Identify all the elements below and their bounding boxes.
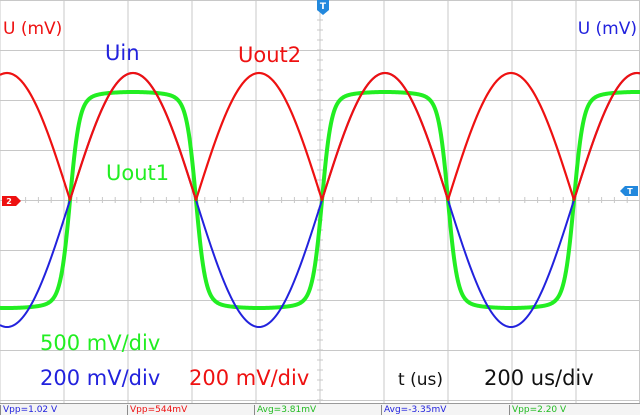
- time-scale-label: 200 us/div: [484, 366, 594, 390]
- uout2-scale-label: 200 mV/div: [189, 366, 310, 390]
- trigger-level-marker[interactable]: T: [620, 186, 638, 196]
- scope-display: T 2 T: [0, 0, 640, 403]
- measurement-uout1-avg[interactable]: Avg=3.81mV: [254, 405, 381, 415]
- time-axis-label: t (us): [398, 370, 443, 390]
- measurement-uin-vpp[interactable]: Vpp=1.02 V: [0, 405, 127, 415]
- measurement-uout2-vpp[interactable]: Vpp=544mV: [127, 405, 254, 415]
- uin-trace-label: Uin: [105, 41, 140, 65]
- graticule-grid: [0, 0, 640, 403]
- measurement-uout1-vpp[interactable]: Vpp=2.20 V: [509, 405, 640, 415]
- uout1-trace-label: Uout1: [106, 161, 170, 185]
- uout1-scale-label: 500 mV/div: [40, 331, 161, 355]
- svg-text:2: 2: [6, 197, 12, 206]
- trigger-position-marker[interactable]: T: [317, 0, 329, 15]
- measurement-status-bar: Vpp=1.02 V Vpp=544mV Avg=3.81mV Avg=-3.3…: [0, 403, 640, 415]
- left-axis-label: U (mV): [3, 19, 63, 39]
- oscilloscope-screen: T 2 T U (mV) U (mV) Uin Uout2 Uout1 500 …: [0, 0, 640, 403]
- uin-scale-label: 200 mV/div: [40, 366, 161, 390]
- channel-ground-marker[interactable]: 2: [2, 196, 21, 206]
- uout2-trace-label: Uout2: [238, 43, 302, 67]
- right-axis-label: U (mV): [577, 19, 637, 39]
- svg-text:T: T: [320, 2, 327, 12]
- measurement-uin-avg[interactable]: Avg=-3.35mV: [381, 405, 509, 415]
- svg-text:T: T: [627, 187, 633, 196]
- uout2-trace: [0, 71, 640, 202]
